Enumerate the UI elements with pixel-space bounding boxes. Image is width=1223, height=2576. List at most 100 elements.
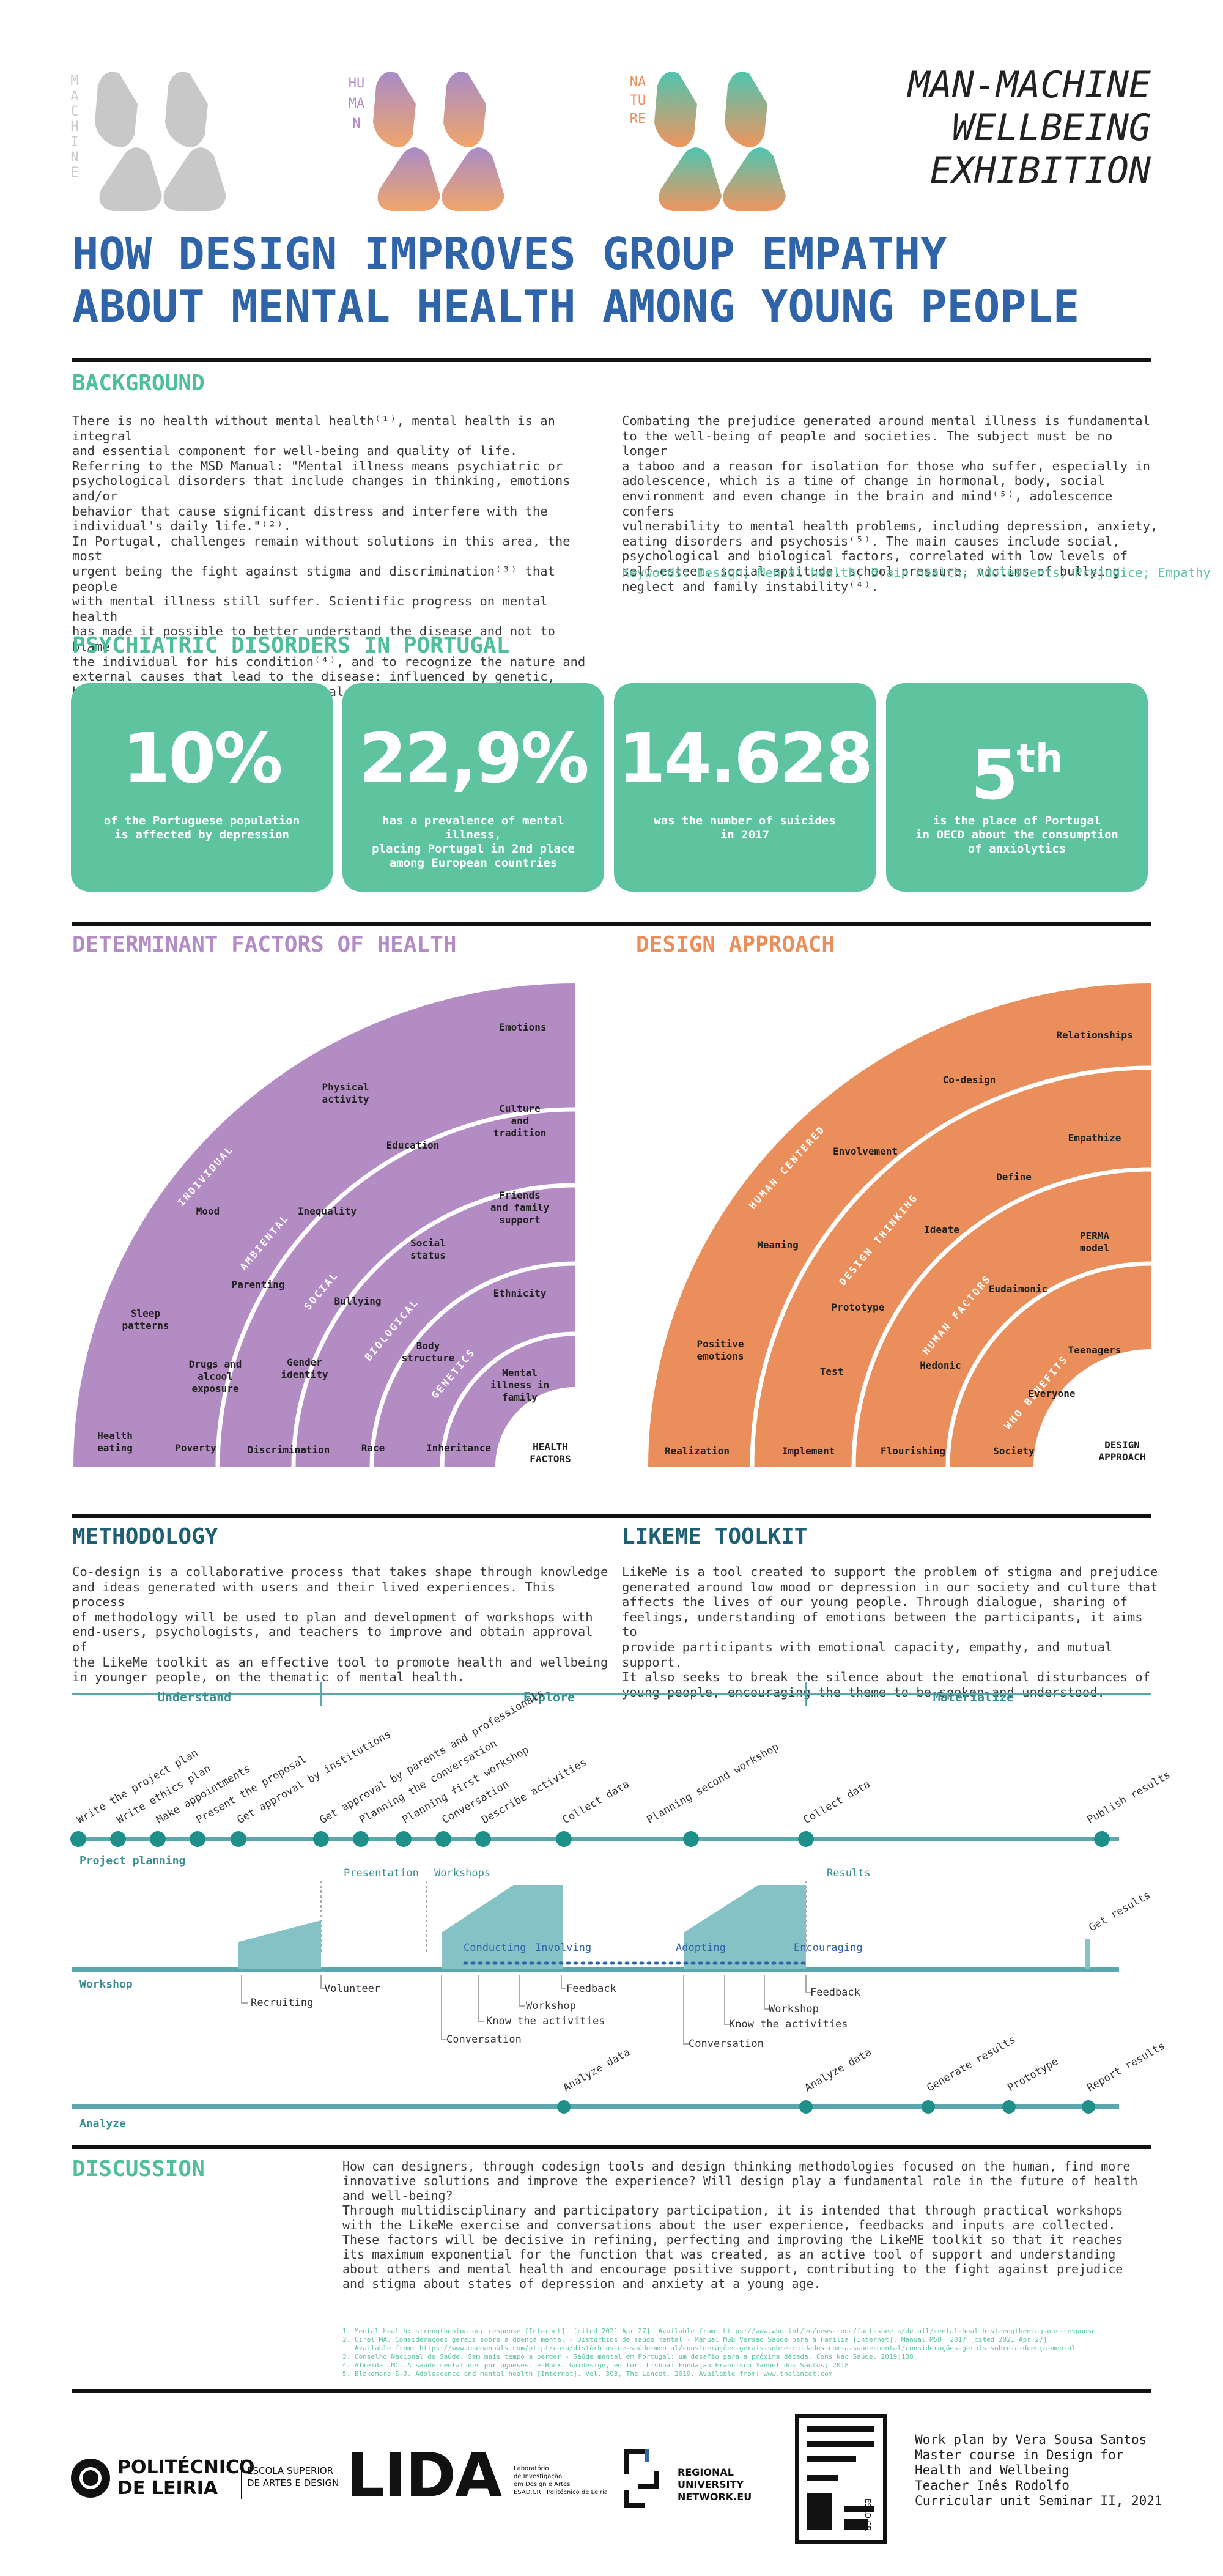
approach-label: Prototype: [832, 1301, 885, 1313]
approach-label: Flourishing: [881, 1445, 945, 1457]
machine-logo-icon: [95, 72, 226, 211]
methodology-timeline: Understand Explore Materialize Project p…: [70, 1682, 1173, 2130]
politecnico-logo-icon: [71, 2459, 110, 2498]
factor-label: Inequality: [298, 1205, 357, 1217]
factor-label: Education: [386, 1139, 440, 1151]
workshop-step: Feedback: [566, 1983, 616, 1995]
factor-label: Social: [410, 1237, 446, 1249]
factor-label: patterns: [122, 1320, 169, 1331]
nature-vertical-label: NATURE: [629, 75, 646, 127]
human-logo-icon: [373, 72, 504, 211]
approach-label: Positive: [696, 1338, 744, 1350]
area-shape: [684, 1885, 806, 1969]
stat-caption: was the number of suicides in 2017: [654, 814, 836, 842]
workshop-step: Workshop: [769, 2003, 819, 2015]
timeline-dot: [70, 1831, 86, 1847]
run-logo-icon: [624, 2449, 659, 2508]
timeline-dot: [435, 1831, 451, 1847]
factor-label: Ethnicity: [493, 1287, 547, 1299]
timeline-dot: [475, 1831, 491, 1847]
timeline-dot: [1094, 1831, 1110, 1847]
approach-label: Define: [996, 1171, 1032, 1183]
background-heading: BACKGROUND: [72, 371, 205, 396]
determinant-heading: DETERMINANT FACTORS OF HEALTH: [72, 932, 457, 957]
area-shape: [442, 1885, 563, 1969]
lida-logo: LIDA: [346, 2440, 502, 2511]
workshop-step: Conversation: [446, 2034, 522, 2046]
divider: [72, 2145, 1151, 2149]
stat-value: 14.628: [618, 719, 873, 799]
row-label: Workshop: [79, 1978, 133, 1991]
factor-label: Body: [416, 1340, 440, 1352]
esad-logo-text: ESAD CR: [863, 2498, 872, 2531]
stat-caption: is the place of Portugal in OECD about t…: [915, 814, 1118, 856]
analyze-step: Analyze data: [803, 2046, 874, 2095]
factor-label: and: [511, 1115, 529, 1127]
approach-label: Ideate: [924, 1224, 959, 1235]
row-label: Project planning: [79, 1854, 185, 1867]
approach-label: Realization: [665, 1445, 730, 1457]
approach-label: Everyone: [1028, 1388, 1075, 1399]
factor-label: Inheritance: [426, 1442, 491, 1454]
workshop-label: Workshops: [434, 1867, 490, 1879]
background-left-text: There is no health without mental health…: [72, 413, 586, 699]
likeme-text: LikeMe is a tool created to support the …: [622, 1564, 1158, 1700]
credits: Work plan by Vera Sousa Santos Master co…: [915, 2432, 1162, 2508]
factor-label: Physical: [322, 1081, 369, 1093]
area-shape: [238, 1920, 321, 1969]
keywords: Keywords: Design; Mental health; Brain h…: [622, 565, 1211, 580]
exhibition-title-line: WELLBEING: [951, 106, 1151, 149]
approach-label: Teenagers: [1068, 1344, 1121, 1356]
phase-label: Materialize: [933, 1690, 1014, 1704]
timeline-dot: [150, 1831, 166, 1847]
timeline-dot: [1082, 2100, 1095, 2114]
divider: [72, 922, 1151, 926]
main-title-line: ABOUT MENTAL HEALTH AMONG YOUNG PEOPLE: [72, 281, 1080, 332]
factor-label: exposure: [191, 1383, 238, 1394]
timeline-dot: [353, 1831, 369, 1847]
stat-value: 10%: [122, 719, 283, 799]
lida-subtitle: Laboratório de Investigação em Design e …: [514, 2465, 608, 2496]
factor-label: Drugs and: [189, 1358, 242, 1370]
planning-dots: [70, 1831, 1110, 1847]
planning-step-labels: Write the project plan Write ethics plan…: [75, 1687, 1173, 1826]
factor-label: status: [410, 1249, 446, 1261]
approach-label: Eudaimonic: [989, 1283, 1047, 1295]
methodology-heading: METHODOLOGY: [72, 1524, 218, 1549]
factor-label: illness in: [490, 1379, 549, 1391]
timeline-dot: [110, 1831, 126, 1847]
stat-caption: of the Portuguese population is affected…: [103, 814, 300, 842]
planning-step: Collect data: [802, 1778, 873, 1827]
timeline-dot: [799, 2100, 813, 2114]
timeline-dot: [922, 2100, 935, 2114]
workshop-step: Volunteer: [324, 1983, 380, 1995]
approach-label: Hedonic: [920, 1360, 961, 1371]
factor-label: Discrimination: [248, 1444, 330, 1456]
stat-card: 10% of the Portuguese population is affe…: [71, 683, 333, 892]
planning-step: Publish results: [1085, 1769, 1173, 1826]
approach-label: Society: [993, 1445, 1035, 1457]
factor-label: alcool: [198, 1371, 233, 1382]
main-title: HOW DESIGN IMPROVES GROUP EMPATHY ABOUT …: [72, 228, 1079, 333]
analyze-step: Report results: [1085, 2040, 1167, 2094]
stat-card: 22,9% has a prevalence of mental illness…: [342, 683, 604, 892]
factor-label: Mood: [196, 1205, 220, 1217]
escola-logo-text: ESCOLA SUPERIOR DE ARTES E DESIGN: [247, 2465, 339, 2489]
discussion-heading: DISCUSSION: [72, 2156, 205, 2182]
timeline-dot: [190, 1831, 205, 1847]
factor-label: and family: [490, 1202, 550, 1213]
exhibition-title: MAN-MACHINE WELLBEING EXHIBITION: [908, 64, 1151, 192]
timeline-dot: [683, 1831, 699, 1847]
exhibition-title-line: MAN-MACHINE: [907, 64, 1151, 106]
factor-label: eating: [97, 1442, 133, 1454]
area-shape: [1085, 1939, 1090, 1969]
exhibition-title-line: EXHIBITION: [929, 149, 1151, 192]
factor-label: Bullying: [334, 1295, 381, 1307]
timeline-dot: [313, 1831, 329, 1847]
factor-label: family: [502, 1391, 538, 1403]
references: 1. Mental health: strengthening our resp…: [342, 2327, 1096, 2378]
main-title-line: HOW DESIGN IMPROVES GROUP EMPATHY: [72, 228, 947, 279]
center-label: DESIGN: [1104, 1439, 1140, 1451]
likeme-heading: LIKEME TOOLKIT: [622, 1524, 808, 1549]
center-label: FACTORS: [530, 1453, 571, 1465]
